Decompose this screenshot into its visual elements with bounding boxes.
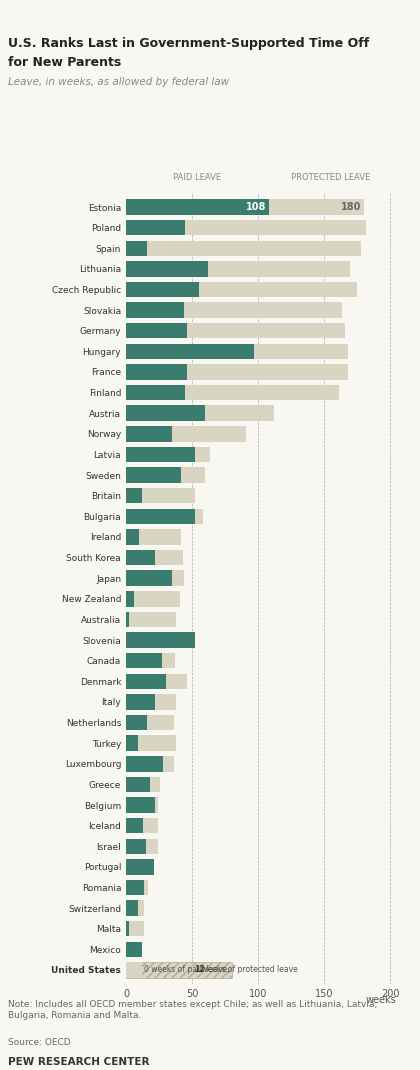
Text: U.S. Ranks Last in Government-Supported Time Off: U.S. Ranks Last in Government-Supported … [8, 37, 370, 50]
Bar [126, 921, 144, 936]
Bar [126, 550, 155, 565]
Bar [126, 777, 160, 792]
Bar [126, 406, 205, 421]
Bar [126, 653, 175, 669]
Bar [126, 921, 129, 936]
Text: weeks of protected leave: weeks of protected leave [199, 965, 297, 975]
Bar [126, 530, 181, 545]
Bar [126, 303, 342, 318]
Bar [126, 426, 246, 442]
Bar [126, 241, 147, 256]
Bar [126, 694, 176, 709]
Bar [126, 839, 158, 854]
Bar [126, 817, 158, 834]
Bar [126, 591, 134, 607]
Bar [126, 241, 361, 256]
Bar [126, 756, 173, 771]
Text: 0 weeks of paid leave,: 0 weeks of paid leave, [144, 965, 233, 975]
Bar [126, 426, 172, 442]
Bar [126, 715, 173, 730]
Bar [126, 880, 144, 896]
Bar [126, 735, 138, 751]
Text: PROTECTED LEAVE: PROTECTED LEAVE [291, 173, 370, 182]
Bar [126, 756, 163, 771]
Text: PAID LEAVE: PAID LEAVE [173, 173, 221, 182]
Text: 12: 12 [194, 965, 205, 975]
Bar [126, 880, 148, 896]
Bar [126, 715, 147, 730]
Bar [126, 942, 142, 957]
Bar [126, 673, 165, 689]
Bar [126, 343, 254, 360]
Bar [126, 281, 357, 297]
Text: PEW RESEARCH CENTER: PEW RESEARCH CENTER [8, 1057, 150, 1067]
Bar [126, 364, 348, 380]
Text: weeks: weeks [366, 995, 396, 1005]
Bar [126, 900, 144, 916]
Bar [126, 653, 162, 669]
Bar [126, 364, 187, 380]
Bar [126, 468, 205, 483]
Bar [126, 962, 231, 978]
Bar [126, 323, 345, 338]
Bar [126, 942, 142, 957]
Bar [126, 612, 129, 627]
Bar [126, 530, 139, 545]
Bar [126, 220, 185, 235]
Bar [126, 261, 208, 277]
Bar [126, 632, 194, 647]
Text: for New Parents: for New Parents [8, 56, 122, 68]
Bar [126, 220, 366, 235]
Bar [126, 550, 183, 565]
Bar [126, 673, 187, 689]
Text: Source: OECD: Source: OECD [8, 1038, 71, 1046]
Bar [126, 508, 202, 524]
Bar [126, 488, 142, 504]
Bar [126, 859, 154, 874]
Bar [126, 817, 143, 834]
Bar [126, 508, 194, 524]
Bar [126, 612, 176, 627]
Bar [126, 859, 154, 874]
Bar [126, 303, 184, 318]
Text: 108: 108 [246, 202, 266, 212]
Bar [126, 900, 138, 916]
Bar [126, 261, 350, 277]
Bar [126, 632, 194, 647]
Bar [126, 694, 155, 709]
Bar [126, 406, 274, 421]
Bar [126, 570, 184, 586]
Bar [126, 385, 339, 400]
Text: Note: Includes all OECD member states except Chile; as well as Lithuania, Latvia: Note: Includes all OECD member states ex… [8, 1000, 378, 1020]
Bar [126, 488, 194, 504]
Bar [126, 385, 185, 400]
Bar [126, 343, 348, 360]
Bar [126, 199, 364, 215]
Bar [126, 591, 180, 607]
Bar [126, 777, 150, 792]
Bar [126, 797, 155, 813]
Bar [126, 447, 210, 462]
Bar [126, 962, 142, 978]
Bar [126, 797, 158, 813]
Bar [126, 199, 268, 215]
Bar [126, 468, 181, 483]
Text: 180: 180 [341, 202, 361, 212]
Text: Leave, in weeks, as allowed by federal law: Leave, in weeks, as allowed by federal l… [8, 77, 229, 87]
Bar [126, 447, 194, 462]
Bar [126, 839, 146, 854]
Bar [126, 323, 187, 338]
Bar [126, 281, 199, 297]
Bar [126, 570, 172, 586]
Bar [126, 735, 176, 751]
